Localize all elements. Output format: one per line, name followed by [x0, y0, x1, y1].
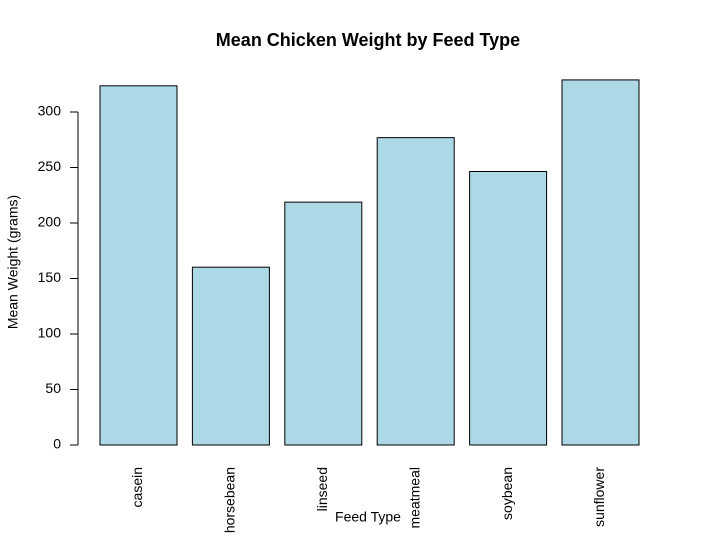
- y-tick-label: 100: [38, 325, 62, 341]
- bar: [99, 85, 178, 446]
- bar: [469, 170, 548, 446]
- x-tick-label: soybean: [499, 467, 515, 520]
- bar: [376, 137, 455, 446]
- y-tick-label: 50: [45, 380, 61, 396]
- y-axis-label: Mean Weight (grams): [5, 195, 21, 329]
- y-tick-label: 200: [38, 214, 62, 230]
- x-axis-label: Feed Type: [335, 509, 401, 525]
- y-tick-label: 150: [38, 269, 62, 285]
- x-tick-label: meatmeal: [406, 467, 422, 528]
- bar: [561, 79, 640, 446]
- chart-title: Mean Chicken Weight by Feed Type: [216, 30, 520, 50]
- y-tick-label: 250: [38, 158, 62, 174]
- x-tick-label: linseed: [314, 467, 330, 511]
- x-tick-label: sunflower: [591, 467, 607, 527]
- x-tick-label: casein: [129, 467, 145, 507]
- y-tick-label: 0: [53, 436, 61, 452]
- y-tick-label: 300: [38, 103, 62, 119]
- x-tick-label: horsebean: [222, 467, 238, 533]
- bar: [191, 266, 270, 446]
- bar: [284, 201, 363, 446]
